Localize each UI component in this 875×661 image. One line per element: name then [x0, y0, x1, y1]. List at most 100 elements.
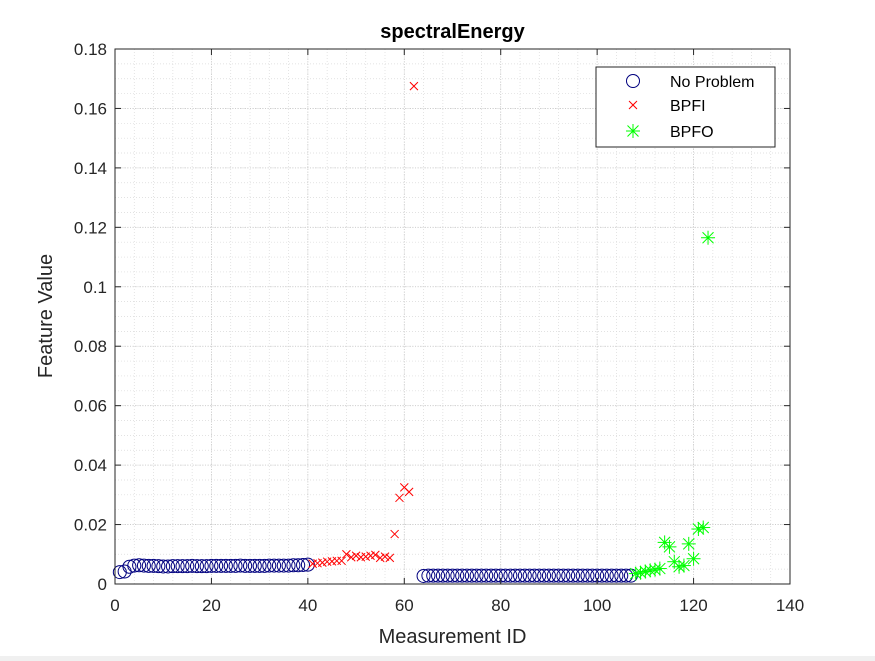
data-point [257, 558, 272, 573]
data-point [498, 568, 513, 583]
data-point [185, 558, 200, 573]
data-point [508, 568, 523, 583]
data-point [541, 568, 556, 583]
series-no-problem [112, 557, 638, 583]
marker-stroke [337, 556, 346, 566]
data-point [300, 557, 315, 572]
data-point [537, 568, 552, 583]
y-tick-label: 0.18 [74, 40, 107, 59]
x-tick-label: 40 [298, 596, 317, 615]
data-point [262, 558, 277, 573]
data-point [122, 559, 137, 574]
data-point [337, 556, 346, 566]
data-point [474, 568, 489, 583]
data-point [527, 568, 542, 583]
series-bpfo [628, 230, 716, 581]
data-point [566, 568, 581, 583]
data-point [247, 558, 262, 573]
data-point [701, 230, 716, 245]
y-tick-label: 0.1 [83, 278, 107, 297]
data-point [136, 558, 151, 573]
data-point [175, 559, 190, 574]
data-point [662, 539, 677, 554]
marker-stroke [628, 100, 638, 110]
marker-stroke [371, 550, 380, 560]
legend-item-no-problem: No Problem [626, 74, 754, 91]
data-point [218, 558, 233, 573]
data-point [488, 568, 503, 583]
data-point [676, 558, 691, 573]
data-point [214, 558, 229, 573]
data-point [551, 568, 566, 583]
x-tick-label: 0 [110, 596, 119, 615]
legend-label-bpfi: BPFI [670, 98, 706, 115]
data-point [450, 568, 465, 583]
data-point [426, 568, 441, 583]
x-tick-label: 20 [202, 596, 221, 615]
series-bpfi [308, 81, 419, 569]
marker-stroke [390, 529, 399, 539]
data-point [276, 558, 291, 573]
marker-stroke [409, 81, 419, 91]
data-point [517, 568, 532, 583]
data-point [346, 552, 356, 562]
x-tick-label: 120 [679, 596, 707, 615]
marker-stroke [399, 483, 409, 492]
y-tick-label: 0 [98, 575, 107, 594]
data-point [271, 558, 286, 573]
data-point [691, 522, 706, 537]
x-tick-label: 140 [776, 596, 804, 615]
data-point [619, 568, 634, 583]
data-point [189, 559, 204, 574]
data-point [503, 568, 518, 583]
data-point [395, 493, 404, 503]
data-point [580, 568, 595, 583]
legend-box [595, 66, 776, 148]
legend-marker-circle [626, 74, 640, 88]
marker-stroke [395, 493, 404, 503]
data-point [404, 487, 414, 497]
data-point [371, 550, 380, 560]
y-tick-label: 0.16 [74, 99, 107, 118]
legend: No Problem BPFI BPFO [595, 66, 776, 148]
data-point [652, 561, 667, 576]
data-point [385, 553, 395, 563]
data-point [585, 568, 600, 583]
x-axis-label: Measurement ID [379, 626, 527, 648]
data-point [421, 568, 436, 583]
marker-stroke [342, 549, 351, 559]
axes-box [114, 48, 791, 585]
minor-grid [114, 48, 791, 585]
marker-stroke [404, 487, 414, 497]
data-point [286, 558, 301, 573]
legend-label-bpfo: BPFO [670, 124, 714, 141]
data-point [604, 568, 619, 583]
data-point [223, 558, 238, 573]
data-point [575, 568, 590, 583]
data-point [151, 559, 166, 574]
data-point [296, 557, 311, 572]
data-point [614, 568, 629, 583]
data-point [609, 568, 624, 583]
data-point [267, 558, 282, 573]
y-tick-label: 0.12 [74, 218, 107, 237]
data-point [479, 568, 494, 583]
data-point [165, 559, 180, 574]
axis-ticks: 0 20 40 60 80 100 120 140 0 0.02 0.04 0.06 0.08 0.1 0.… [74, 40, 804, 615]
legend-marker [626, 74, 640, 88]
data-point [431, 568, 446, 583]
data-point [556, 568, 571, 583]
legend-item-bpfi: BPFI [628, 98, 706, 115]
data-point [170, 559, 185, 574]
data-point [141, 558, 156, 573]
data-point [194, 559, 209, 574]
y-tick-label: 0.04 [74, 456, 107, 475]
data-point [127, 558, 142, 573]
marker-stroke [385, 553, 395, 563]
data-point [546, 568, 561, 583]
plot-marks [112, 81, 716, 583]
chart-title: spectralEnergy [380, 21, 525, 43]
data-point [445, 568, 460, 583]
data-point [455, 568, 470, 583]
